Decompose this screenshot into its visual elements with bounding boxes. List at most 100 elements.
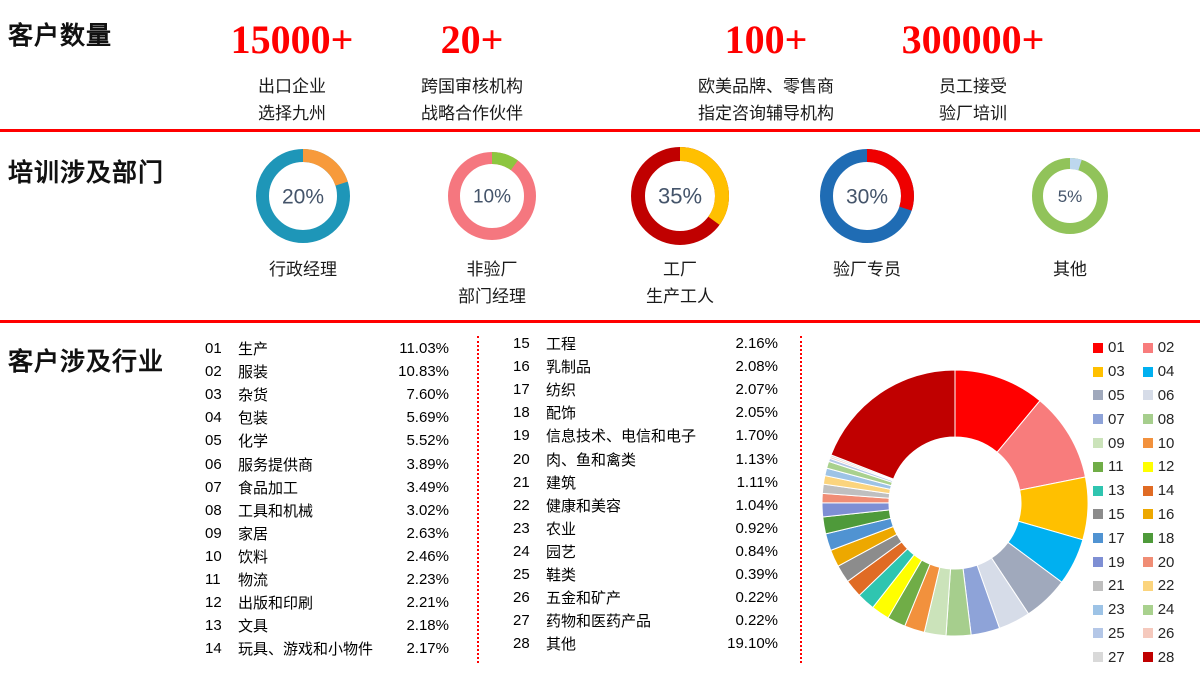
stat-number: 100+ <box>724 17 808 62</box>
industry-row: 21 建筑 1.11% <box>513 471 778 494</box>
department-donut-1: 20% <box>256 149 350 243</box>
legend-swatch <box>1093 652 1103 663</box>
donut-percent-value: 35% <box>658 184 702 209</box>
industry-name: 其他 <box>546 636 577 654</box>
industry-row: 09 家居 2.63% <box>205 522 449 545</box>
industry-percent: 0.84% <box>735 542 778 560</box>
customer-stat: 20+ 跨国审核机构 战略合作伙伴 <box>421 18 523 127</box>
industry-name: 乳制品 <box>546 359 592 377</box>
legend-item: 04 <box>1142 363 1174 380</box>
industry-row: 02 服装 10.83% <box>205 360 449 383</box>
legend-item: 28 <box>1142 648 1175 666</box>
industry-rank: 11 <box>205 570 221 588</box>
legend-item: 11 <box>1093 458 1125 475</box>
industry-percent: 11.03% <box>399 340 449 358</box>
donut-highlight-segment <box>1032 158 1108 234</box>
industry-percent: 1.70% <box>735 427 778 445</box>
legend-swatch <box>1142 390 1153 401</box>
department-donut-5: 5% <box>1032 158 1108 234</box>
industry-rank: 15 <box>513 335 530 353</box>
legend-label: 06 <box>1157 386 1175 404</box>
industry-row: 13 文具 2.18% <box>205 614 449 637</box>
stat-number: 300000+ <box>901 17 1045 62</box>
industry-percent: 0.22% <box>735 589 778 607</box>
industry-rank: 16 <box>513 358 530 376</box>
industry-name: 包装 <box>238 410 269 428</box>
customer-stat: 15000+ 出口企业 选择九州 <box>231 18 354 127</box>
legend-item: 18 <box>1142 529 1175 547</box>
industry-row: 27 药物和医药产品 0.22% <box>513 609 778 632</box>
industry-name: 生产 <box>238 341 269 359</box>
industry-name: 信息技术、电信和电子 <box>546 428 697 446</box>
legend-label: 05 <box>1108 386 1125 404</box>
industry-row: 17 纺织 2.07% <box>513 378 778 401</box>
industry-name: 服装 <box>238 364 269 382</box>
legend-swatch <box>1093 580 1103 591</box>
industry-row: 05 化学 5.52% <box>205 429 449 452</box>
legend-swatch <box>1142 366 1153 377</box>
legend-label: 01 <box>1108 339 1125 357</box>
legend-label: 26 <box>1157 624 1175 642</box>
industry-percent: 2.23% <box>406 570 449 588</box>
donut-label: 工厂 生产工人 <box>600 256 760 310</box>
industry-row: 23 农业 0.92% <box>513 517 778 540</box>
legend-label: 18 <box>1157 529 1175 547</box>
industry-percent: 0.92% <box>735 519 778 537</box>
donut-percent-value: 10% <box>473 187 511 208</box>
legend-swatch <box>1142 580 1153 591</box>
donut-label-line: 生产工人 <box>646 287 714 306</box>
stat-description: 跨国审核机构 战略合作伙伴 <box>421 73 523 127</box>
dotted-divider-1 <box>477 336 479 663</box>
industry-rank: 03 <box>205 386 222 404</box>
industry-name: 农业 <box>546 520 577 538</box>
dotted-divider-2 <box>800 336 802 663</box>
stat-description-line: 选择九州 <box>257 104 326 123</box>
legend-label: 15 <box>1108 505 1125 523</box>
legend-label: 21 <box>1108 577 1125 595</box>
industry-percent: 5.52% <box>406 432 449 450</box>
legend-item: 08 <box>1142 411 1174 428</box>
legend-label: 02 <box>1157 339 1175 357</box>
industry-rank: 18 <box>513 404 530 422</box>
department-donut-4: 30% <box>820 149 914 243</box>
legend-swatch <box>1093 438 1103 449</box>
industry-name: 肉、鱼和禽类 <box>546 451 637 469</box>
industry-name: 物流 <box>238 571 269 589</box>
donut-label: 非验厂 部门经理 <box>412 256 572 310</box>
industry-name: 文具 <box>238 618 269 636</box>
department-donut-2: 10% <box>448 152 536 240</box>
industry-rank: 10 <box>205 547 222 565</box>
donut-highlight-segment <box>631 147 729 245</box>
legend-item: 25 <box>1093 625 1125 642</box>
industry-rank: 21 <box>513 473 530 491</box>
industry-percent: 2.05% <box>735 404 778 422</box>
red-divider-line-bottom <box>0 320 1200 323</box>
industry-row: 25 鞋类 0.39% <box>513 563 778 586</box>
legend-label: 09 <box>1108 434 1125 452</box>
industry-name: 纺织 <box>546 382 577 400</box>
legend-label: 24 <box>1157 601 1175 619</box>
legend-item: 22 <box>1142 577 1174 594</box>
legend-swatch <box>1093 414 1103 425</box>
stat-description: 员工接受 验厂培训 <box>902 73 1045 127</box>
donut-label-line: 其他 <box>1053 260 1087 279</box>
red-divider-line-top <box>0 129 1200 132</box>
legend-swatch <box>1093 461 1103 472</box>
industry-row: 06 服务提供商 3.89% <box>205 452 449 475</box>
legend-label: 10 <box>1157 434 1175 452</box>
legend-item: 01 <box>1093 339 1125 356</box>
industry-list-column-2: 15 工程 2.16% 16 乳制品 2.08% 17 纺织 2.07% 18 配饰 2.05% 19 信… <box>513 332 778 655</box>
industry-percent: 1.04% <box>735 496 778 514</box>
legend-label: 03 <box>1108 363 1125 381</box>
legend-item: 23 <box>1093 601 1125 618</box>
industry-rank: 01 <box>205 340 222 358</box>
donut-label-line: 工厂 <box>663 260 697 279</box>
industry-percent: 2.46% <box>406 547 449 565</box>
industry-row: 19 信息技术、电信和电子 1.70% <box>513 424 778 447</box>
donut-label: 验厂专员 <box>787 256 947 283</box>
legend-swatch <box>1142 461 1153 472</box>
legend-label: 28 <box>1157 648 1175 666</box>
legend-swatch <box>1093 557 1103 568</box>
industry-percent: 19.10% <box>727 635 778 653</box>
